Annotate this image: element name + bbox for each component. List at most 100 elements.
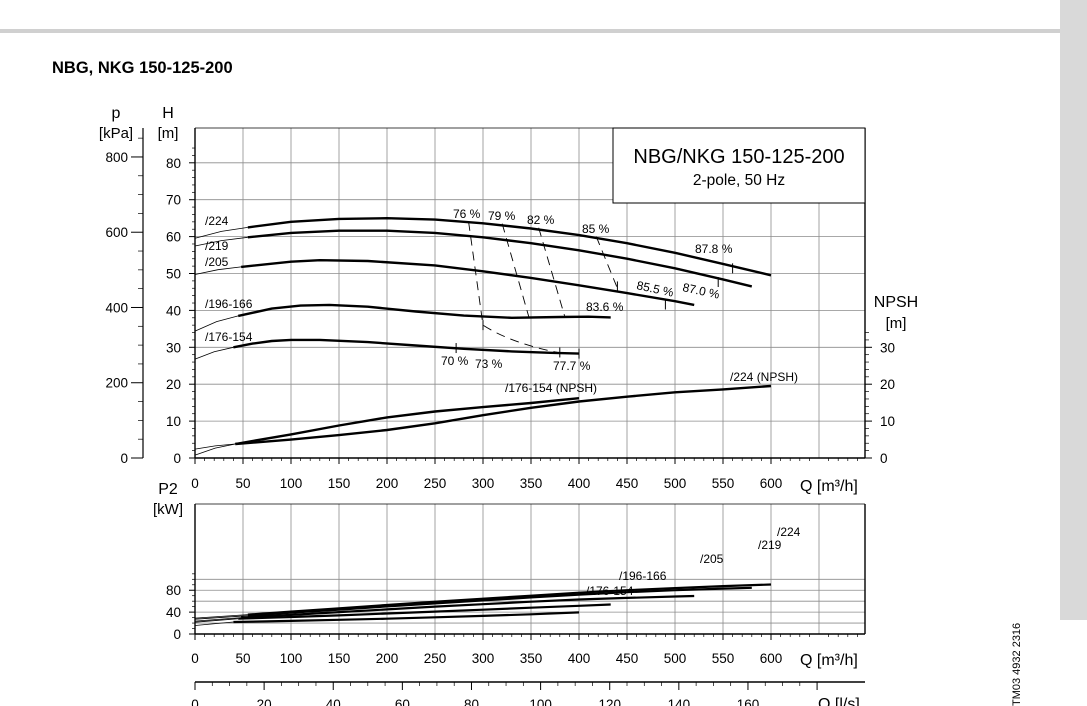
curve-224 xyxy=(247,217,772,277)
p-tick-label: 400 xyxy=(105,300,128,315)
p-tick-label: 0 xyxy=(120,451,128,466)
p-axis-label: p xyxy=(112,105,121,122)
efficiency-label: 87.8 % xyxy=(695,242,733,256)
h-tick-label: 40 xyxy=(166,303,181,318)
efficiency-line-70 xyxy=(468,221,560,354)
npsh-tick-label: 0 xyxy=(880,451,888,466)
q-tick-label: 50 xyxy=(235,476,250,491)
q2-tick-label: 250 xyxy=(424,651,447,666)
curve-205 xyxy=(240,259,695,307)
power-curve-219-ext xyxy=(194,615,248,620)
power-curve-176-154 xyxy=(233,611,580,624)
power-curve-196-166 xyxy=(238,603,611,620)
curve-176-154-npsh-ext xyxy=(194,443,236,456)
q2-tick-label: 550 xyxy=(712,651,735,666)
curve-219 xyxy=(247,229,753,288)
series-label: /224 xyxy=(205,214,229,228)
curve-176-154 xyxy=(233,338,580,355)
q2-tick-label: 200 xyxy=(376,651,399,666)
power-series-label: /224 xyxy=(777,525,801,539)
q-tick-label: 600 xyxy=(760,476,783,491)
q2-tick-label: 500 xyxy=(664,651,687,666)
efficiency-line-79 xyxy=(501,223,530,318)
h-tick-label: 0 xyxy=(173,451,181,466)
top-band xyxy=(0,0,1060,33)
efficiency-label: 85 % xyxy=(582,222,610,236)
efficiency-label: 73 % xyxy=(475,357,503,371)
p2-tick-label: 80 xyxy=(166,583,181,598)
ls-axis-label: Q [l/s] xyxy=(818,696,860,706)
npsh-axis-label: NPSH xyxy=(874,294,918,311)
power-curve-224-ext xyxy=(194,614,248,619)
h-axis-unit: [m] xyxy=(158,125,179,142)
npsh-tick-label: 20 xyxy=(880,377,895,392)
power-curve-196-166-ext xyxy=(194,618,239,623)
efficiency-line-82 xyxy=(538,227,566,317)
power-series-label: /205 xyxy=(700,552,724,566)
series-label: /219 xyxy=(205,239,229,253)
efficiency-label: 83.6 % xyxy=(586,300,624,314)
q2-tick-label: 0 xyxy=(191,651,199,666)
q-tick-label: 550 xyxy=(712,476,735,491)
efficiency-label: 76 % xyxy=(453,207,481,221)
p-tick-label: 200 xyxy=(105,376,128,391)
power-curve-224 xyxy=(247,583,772,616)
power-series-label: /219 xyxy=(758,538,782,552)
power-curve-205 xyxy=(241,594,695,619)
efficiency-label: 79 % xyxy=(488,209,516,223)
legend-box xyxy=(612,127,866,204)
q2-tick-label: 150 xyxy=(328,651,351,666)
series-label: /205 xyxy=(205,255,229,269)
curve-219-ext xyxy=(194,236,248,247)
h-tick-label: 20 xyxy=(166,377,181,392)
h-tick-label: 80 xyxy=(166,156,181,171)
p2-tick-label: 0 xyxy=(173,627,181,642)
curve-196-166-ext xyxy=(194,315,239,332)
series-label: /176-154 (NPSH) xyxy=(505,381,597,395)
h-tick-label: 30 xyxy=(166,340,181,355)
power-curve-219 xyxy=(247,586,752,617)
q2-tick-label: 50 xyxy=(235,651,250,666)
curve-176-154-ext xyxy=(194,346,234,360)
q-tick-label: 200 xyxy=(376,476,399,491)
legend-subtitle: 2-pole, 50 Hz xyxy=(693,172,785,189)
q2-tick-label: 350 xyxy=(520,651,543,666)
efficiency-line-85 xyxy=(595,236,618,289)
q-tick-label: 0 xyxy=(191,476,199,491)
ls-tick-label: 80 xyxy=(464,697,479,706)
right-sidebar xyxy=(1060,0,1087,620)
h-tick-label: 50 xyxy=(166,267,181,282)
p-tick-label: 800 xyxy=(105,150,128,165)
power-series-label: /176-154 xyxy=(586,584,634,598)
ls-tick-label: 100 xyxy=(529,697,552,706)
power-curve-176-154-ext xyxy=(194,621,234,626)
ls-tick-label: 60 xyxy=(395,697,410,706)
curve-205-ext xyxy=(194,266,242,275)
ls-tick-label: 140 xyxy=(668,697,691,706)
q2-tick-label: 600 xyxy=(760,651,783,666)
p2-axis-unit: [kW] xyxy=(153,501,183,518)
npsh-tick-label: 10 xyxy=(880,414,895,429)
ls-tick-label: 120 xyxy=(598,697,621,706)
series-label: /224 (NPSH) xyxy=(730,370,798,384)
ls-tick-label: 20 xyxy=(257,697,272,706)
p-axis-unit: [kPa] xyxy=(99,125,133,142)
npsh-tick-label: 30 xyxy=(880,340,895,355)
q2-tick-label: 300 xyxy=(472,651,495,666)
series-label: /196-166 xyxy=(205,297,253,311)
legend-title: NBG/NKG 150-125-200 xyxy=(633,146,844,168)
p2-tick-label: 40 xyxy=(166,605,181,620)
q-tick-label: 350 xyxy=(520,476,543,491)
q2-axis-label: Q [m³/h] xyxy=(800,652,858,669)
npsh-axis-unit: [m] xyxy=(886,315,907,332)
efficiency-label: 70 % xyxy=(441,354,469,368)
ls-tick-label: 160 xyxy=(737,697,760,706)
p2-axis-label: P2 xyxy=(158,481,178,498)
q-tick-label: 100 xyxy=(280,476,303,491)
p-tick-label: 600 xyxy=(105,225,128,240)
h-tick-label: 70 xyxy=(166,193,181,208)
power-series-label: /196-166 xyxy=(619,569,667,583)
page-title: NBG, NKG 150-125-200 xyxy=(52,59,233,77)
ls-tick-label: 40 xyxy=(326,697,341,706)
